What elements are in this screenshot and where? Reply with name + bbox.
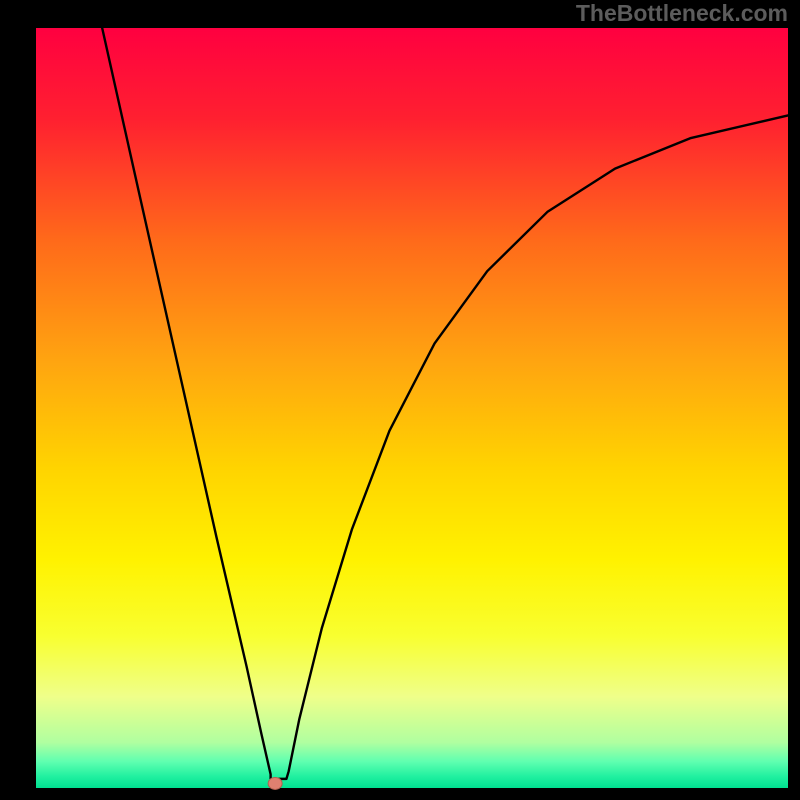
optimal-point-marker bbox=[268, 777, 282, 789]
watermark-text: TheBottleneck.com bbox=[576, 0, 788, 27]
bottleneck-chart bbox=[0, 0, 800, 800]
plot-area bbox=[36, 28, 788, 788]
